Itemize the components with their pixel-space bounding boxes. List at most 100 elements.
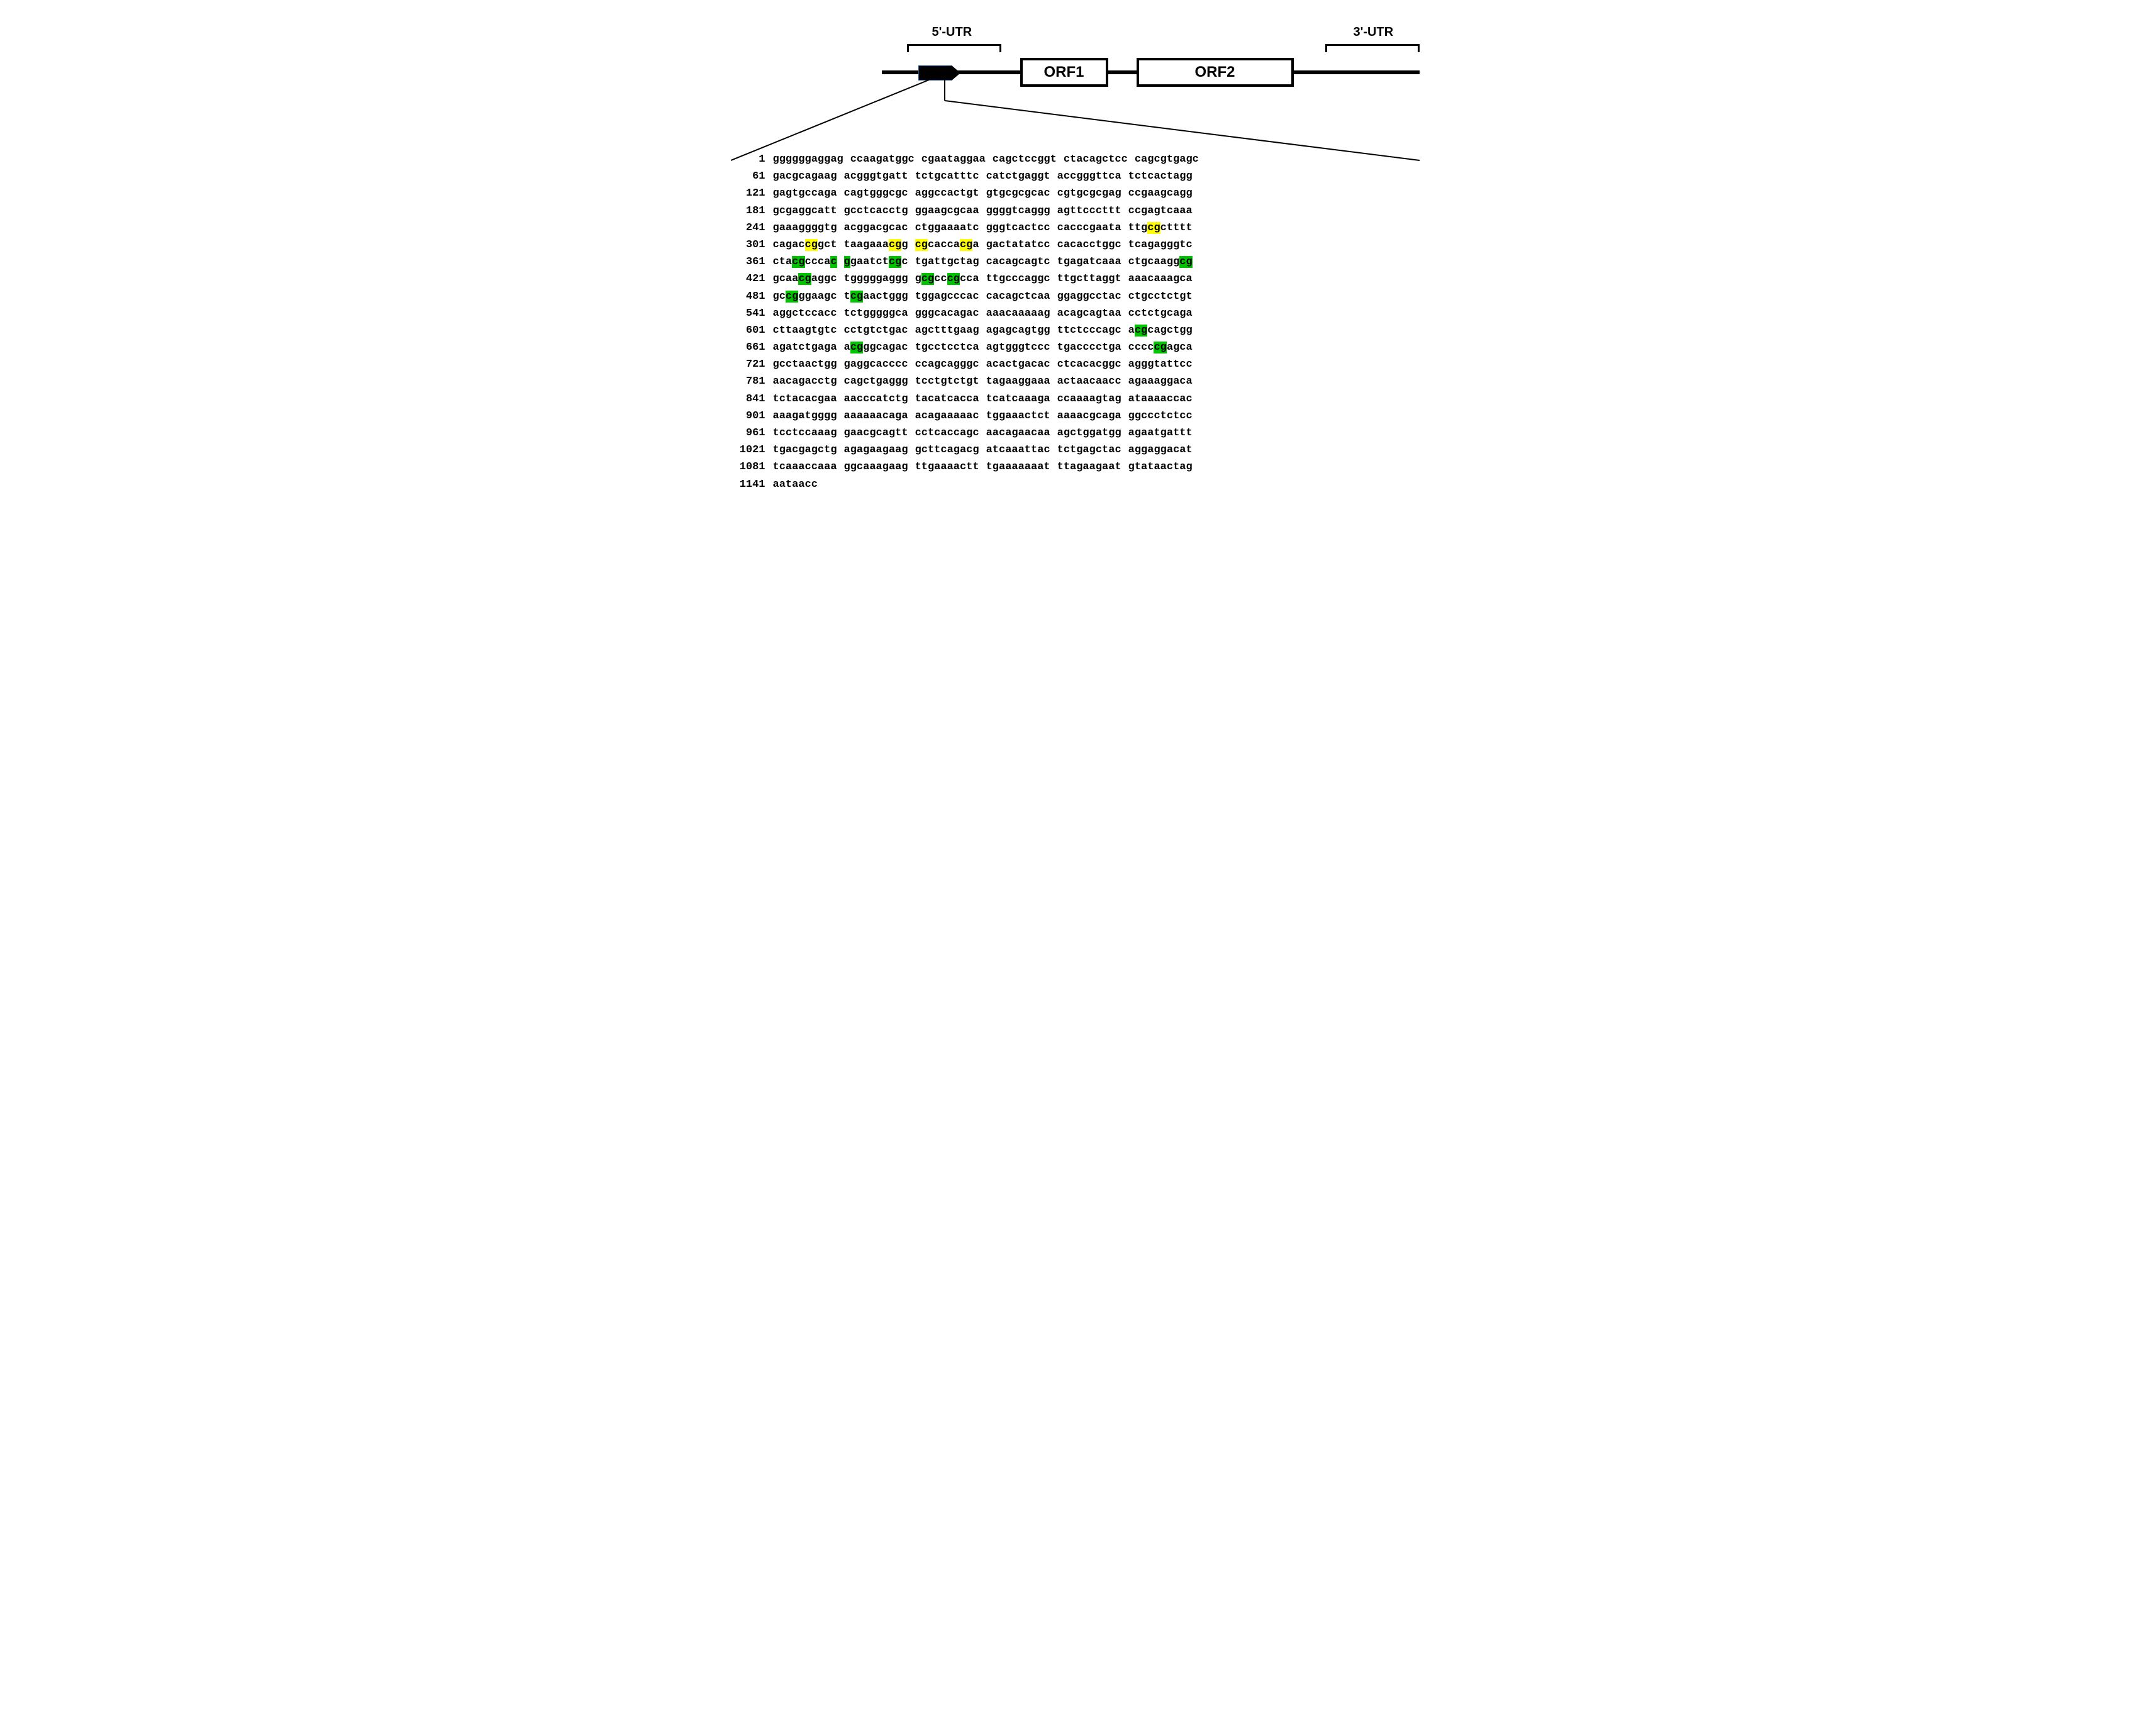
sequence-block-10: ggggggaggag bbox=[773, 151, 843, 168]
utr5-bracket bbox=[907, 44, 1001, 52]
sequence-position: 601 bbox=[731, 322, 765, 339]
sequence-block-10: ttgcttaggt bbox=[1057, 270, 1121, 287]
sequence-block-10: ctacagctcc bbox=[1064, 151, 1128, 168]
highlighted-cpg: cg bbox=[1147, 222, 1160, 234]
sequence-row: 661agatctgagaacgggcagactgcctcctcaagtgggt… bbox=[731, 339, 1423, 356]
sequence-position: 1081 bbox=[731, 459, 765, 476]
sequence-block-10: tagaaggaaa bbox=[986, 373, 1050, 390]
sequence-block-10: aaaaaacaga bbox=[844, 408, 908, 425]
sequence-block-10: gcttcagacg bbox=[915, 442, 979, 459]
sequence-block-10: agatctgaga bbox=[773, 339, 837, 356]
sequence-block-10: ctacgcccac bbox=[773, 253, 837, 270]
sequence-block-10: cacccgaata bbox=[1057, 220, 1121, 236]
sequence-block-10: tgaaaaaaat bbox=[986, 459, 1050, 476]
sequence-block-10: tctgggggca bbox=[844, 305, 908, 322]
sequence-block-10: gcaacgaggc bbox=[773, 270, 837, 287]
sequence-position: 1 bbox=[731, 151, 765, 168]
sequence-block-10: acgggtgatt bbox=[844, 168, 908, 185]
sequence-block-10: tcctccaaag bbox=[773, 425, 837, 442]
sequence-block-10: ggccctctcc bbox=[1128, 408, 1193, 425]
sequence-block-10: gcctaactgg bbox=[773, 356, 837, 373]
highlighted-cpg: cg bbox=[889, 256, 901, 268]
sequence-block-10: cacagcagtc bbox=[986, 253, 1050, 270]
sequence-block-10: cctctgcaga bbox=[1128, 305, 1193, 322]
sequence-position: 541 bbox=[731, 305, 765, 322]
sequence-block-10: tctgagctac bbox=[1057, 442, 1121, 459]
genome-line-seg4 bbox=[1294, 70, 1420, 74]
sequence-block-10: acgggcagac bbox=[844, 339, 908, 356]
sequence-row: 841tctacacgaaaacccatctgtacatcaccatcatcaa… bbox=[731, 391, 1423, 408]
sequence-position: 121 bbox=[731, 185, 765, 202]
sequence-block-10: cttaagtgtc bbox=[773, 322, 837, 339]
sequence-position: 1021 bbox=[731, 442, 765, 459]
sequence-position: 241 bbox=[731, 220, 765, 236]
sequence-row: 541aggctccacctctgggggcagggcacagacaaacaaa… bbox=[731, 305, 1423, 322]
sequence-block-10: aggaggacat bbox=[1128, 442, 1193, 459]
sequence-block-10: aggctccacc bbox=[773, 305, 837, 322]
sequence-block-10: gtataactag bbox=[1128, 459, 1193, 476]
sequence-position: 961 bbox=[731, 425, 765, 442]
sequence-block-10: ccgagtcaaa bbox=[1128, 203, 1193, 220]
sequence-block-10: ttctcccagc bbox=[1057, 322, 1121, 339]
sequence-block-10: tcaaaccaaa bbox=[773, 459, 837, 476]
sequence-block-10: ccgaagcagg bbox=[1128, 185, 1193, 202]
sequence-position: 781 bbox=[731, 373, 765, 390]
sequence-block-10: tgacgagctg bbox=[773, 442, 837, 459]
sequence-row: 1ggggggaggagccaagatggccgaataggaacagctccg… bbox=[731, 151, 1423, 168]
sequence-block-10: ctcacacggc bbox=[1057, 356, 1121, 373]
orf1-box: ORF1 bbox=[1020, 58, 1108, 87]
sequence-block-10: aggccactgt bbox=[915, 185, 979, 202]
genome-line-seg2 bbox=[957, 70, 1020, 74]
sequence-block-10: ttagaagaat bbox=[1057, 459, 1121, 476]
sequence-row: 601cttaagtgtccctgtctgacagctttgaagagagcag… bbox=[731, 322, 1423, 339]
sequence-position: 901 bbox=[731, 408, 765, 425]
highlighted-cpg: cg bbox=[915, 239, 928, 251]
sequence-block-10: cgaataggaa bbox=[921, 151, 986, 168]
sequence-block-10: gggcacagac bbox=[915, 305, 979, 322]
sequence-position: 361 bbox=[731, 253, 765, 270]
sequence-block-10: gccgggaagc bbox=[773, 288, 837, 305]
sequence-block-10: ttgcccaggc bbox=[986, 270, 1050, 287]
orf2-box: ORF2 bbox=[1137, 58, 1294, 87]
sequence-block-10: acgcagctgg bbox=[1128, 322, 1193, 339]
sequence-block-10: cacacctggc bbox=[1057, 236, 1121, 253]
sequence-position: 421 bbox=[731, 270, 765, 287]
highlighted-cpg: cg bbox=[850, 291, 863, 303]
sequence-block-10: aaaacgcaga bbox=[1057, 408, 1121, 425]
sequence-block-10: ggggtcaggg bbox=[986, 203, 1050, 220]
sequence-row: 361ctacgcccacggaatctcgctgattgctagcacagca… bbox=[731, 253, 1423, 270]
highlighted-cpg: cg bbox=[798, 273, 811, 285]
sequence-block-10: ctgcctctgt bbox=[1128, 288, 1193, 305]
sequence-row: 781aacagacctgcagctgagggtcctgtctgttagaagg… bbox=[731, 373, 1423, 390]
sequence-position: 661 bbox=[731, 339, 765, 356]
sequence-row: 1081tcaaaccaaaggcaaagaagttgaaaactttgaaaa… bbox=[731, 459, 1423, 476]
highlighted-cpg: g bbox=[844, 256, 850, 268]
highlighted-cpg: cg bbox=[960, 239, 972, 251]
sequence-block-10: tcatcaaaga bbox=[986, 391, 1050, 408]
sequence-block-10: agttcccttt bbox=[1057, 203, 1121, 220]
sequence-block-10: tacatcacca bbox=[915, 391, 979, 408]
promoter-arrow bbox=[918, 65, 952, 81]
sequence-row: 481gccgggaagctcgaactgggtggagcccaccacagct… bbox=[731, 288, 1423, 305]
sequence-position: 721 bbox=[731, 356, 765, 373]
sequence-block-10: taagaaacgg bbox=[844, 236, 908, 253]
highlighted-cpg: cg bbox=[889, 239, 901, 251]
highlighted-cpg: cg bbox=[921, 273, 934, 285]
sequence-block-10: aataacc bbox=[773, 476, 818, 493]
sequence-block-10: tcgaactggg bbox=[844, 288, 908, 305]
sequence-block-10: tgattgctag bbox=[915, 253, 979, 270]
sequence-row: 901aaagatggggaaaaaacagaacagaaaaactggaaac… bbox=[731, 408, 1423, 425]
sequence-block-10: tcagagggtc bbox=[1128, 236, 1193, 253]
sequence-block-10: ctggaaaatc bbox=[915, 220, 979, 236]
sequence-block-10: agagcagtgg bbox=[986, 322, 1050, 339]
sequence-row: 1021tgacgagctgagagaagaaggcttcagacgatcaaa… bbox=[731, 442, 1423, 459]
sequence-row: 61gacgcagaagacgggtgatttctgcatttccatctgag… bbox=[731, 168, 1423, 185]
sequence-block-10: agggtattcc bbox=[1128, 356, 1193, 373]
sequence-block-10: ataaaaccac bbox=[1128, 391, 1193, 408]
sequence-block-10: acggacgcac bbox=[844, 220, 908, 236]
sequence-block-10: tctcactagg bbox=[1128, 168, 1193, 185]
sequence-row: 721gcctaactgggaggcaccccccagcagggcacactga… bbox=[731, 356, 1423, 373]
sequence-block-10: gcgcccgcca bbox=[915, 270, 979, 287]
sequence-block-10: agctttgaag bbox=[915, 322, 979, 339]
sequence-block-10: acagcagtaa bbox=[1057, 305, 1121, 322]
